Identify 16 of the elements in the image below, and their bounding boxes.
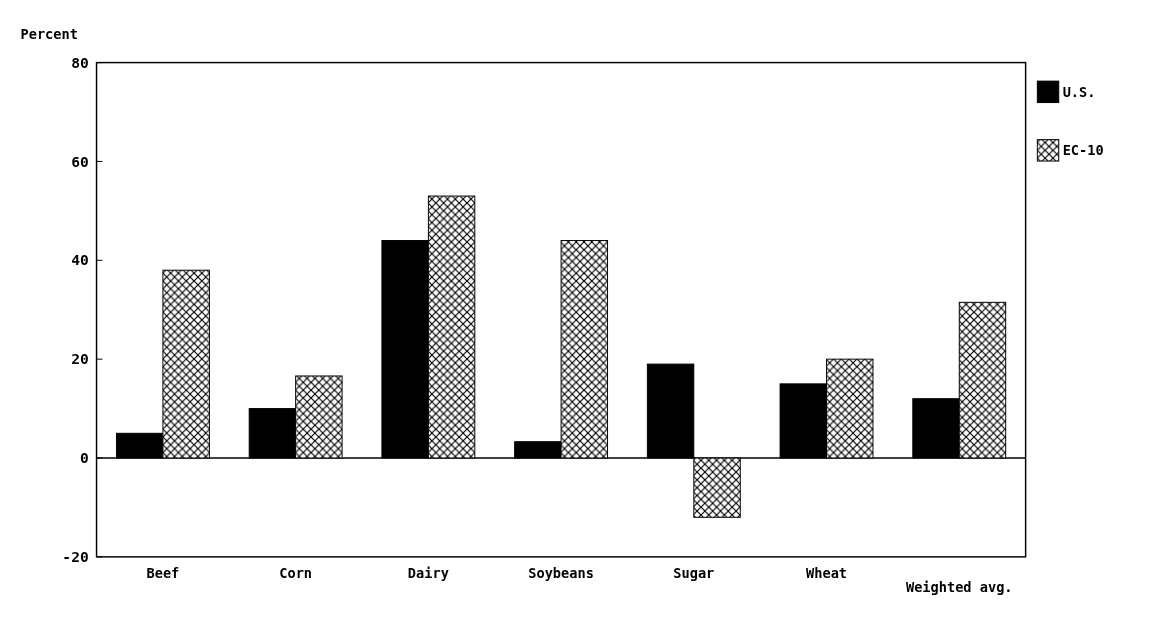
x-tick-label: Corn bbox=[279, 565, 313, 582]
x-tick-label: Soybeans bbox=[528, 565, 594, 582]
y-tick-label: 0 bbox=[79, 449, 89, 467]
legend-label: EC-10 bbox=[1062, 142, 1104, 159]
x-tick-label: Wheat bbox=[806, 565, 848, 582]
x-tick-label: Dairy bbox=[407, 565, 449, 582]
x-tick-label: Weighted avg. bbox=[905, 578, 1013, 595]
legend-label: U.S. bbox=[1062, 83, 1096, 100]
y-axis-title: Percent bbox=[20, 26, 78, 43]
x-tick-label: Beef bbox=[146, 565, 180, 582]
y-tick-label: 20 bbox=[71, 350, 89, 368]
y-tick-label: -20 bbox=[62, 547, 89, 565]
y-tick-label: 40 bbox=[71, 251, 89, 269]
y-tick-label: 60 bbox=[71, 152, 89, 170]
y-tick-label: 80 bbox=[71, 53, 89, 71]
x-tick-label: Sugar bbox=[673, 565, 715, 582]
